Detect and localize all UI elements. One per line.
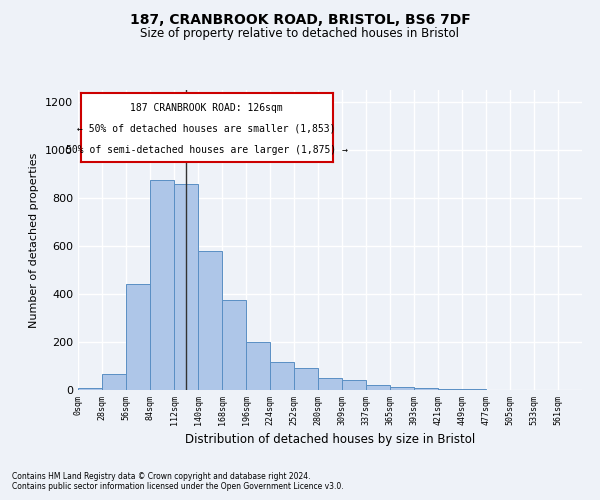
Bar	[270, 362, 294, 390]
Text: Contains HM Land Registry data © Crown copyright and database right 2024.: Contains HM Land Registry data © Crown c…	[12, 472, 311, 481]
Bar	[318, 378, 342, 390]
Bar	[438, 389, 462, 390]
Bar	[246, 342, 270, 390]
Text: Contains public sector information licensed under the Open Government Licence v3: Contains public sector information licen…	[12, 482, 344, 491]
Bar	[414, 388, 438, 390]
Bar	[150, 180, 174, 390]
Text: Size of property relative to detached houses in Bristol: Size of property relative to detached ho…	[140, 28, 460, 40]
Bar	[126, 284, 150, 390]
Bar	[222, 300, 246, 390]
Bar	[294, 368, 318, 390]
Bar	[198, 251, 222, 390]
Bar	[78, 388, 102, 390]
X-axis label: Distribution of detached houses by size in Bristol: Distribution of detached houses by size …	[185, 433, 475, 446]
Bar	[342, 380, 366, 390]
Bar	[174, 184, 198, 390]
Y-axis label: Number of detached properties: Number of detached properties	[29, 152, 40, 328]
Bar	[102, 374, 126, 390]
Text: 187, CRANBROOK ROAD, BRISTOL, BS6 7DF: 187, CRANBROOK ROAD, BRISTOL, BS6 7DF	[130, 12, 470, 26]
Bar	[366, 385, 390, 390]
Bar	[462, 389, 486, 390]
Bar	[390, 387, 414, 390]
